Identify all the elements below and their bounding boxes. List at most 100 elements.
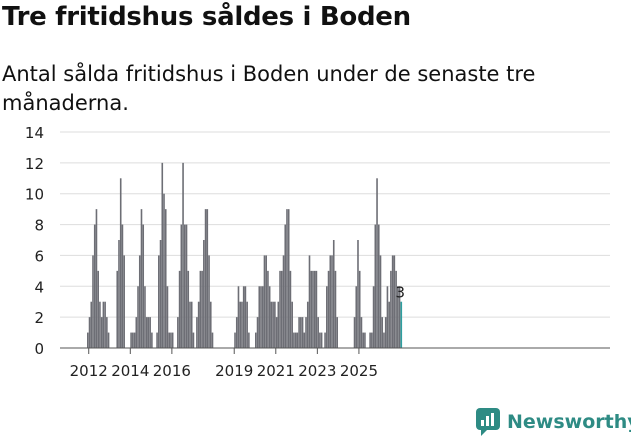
bar [270,301,273,348]
bar [123,255,125,348]
bar [360,317,363,348]
bar [119,178,122,348]
bar [159,240,162,348]
bar [381,317,384,348]
bar [196,317,198,348]
bar [187,270,190,348]
bar [185,224,188,348]
bar [239,301,242,348]
bar [272,301,274,348]
bar [336,317,339,348]
bar [130,332,132,348]
bar [301,317,304,348]
last-value-label: 3 [395,284,405,302]
bar [260,286,262,348]
bar [161,162,164,348]
bar [397,286,399,348]
bar [355,286,358,348]
bar [208,255,210,348]
bar [371,332,373,348]
y-axis-ticks: 0 2 4 6 8 10 12 14 [25,124,44,358]
bar [197,301,200,348]
bar [300,317,302,348]
bar [374,224,377,348]
bar [88,317,91,348]
bar [376,178,378,348]
y-tick-label: 8 [34,217,44,235]
bar [358,270,361,348]
bar [319,332,321,348]
bar [189,301,191,348]
brand-name: Newsworthy [507,411,631,433]
bar [384,317,387,348]
y-tick-label: 14 [25,124,44,142]
bar [209,301,212,348]
bar [140,209,143,348]
y-tick-label: 4 [34,278,44,296]
bar [261,286,264,348]
bar [137,286,139,348]
bar [282,255,285,348]
chart-title: Tre fritidshus såldes i Boden [2,2,411,32]
bar [144,286,146,348]
bar [206,209,209,348]
x-tick-label: 2014 [111,362,149,380]
bar [164,209,167,348]
bar [178,270,181,348]
bar [156,332,158,348]
bar [235,317,238,348]
bar [248,332,250,348]
bar [256,317,259,348]
bar [199,270,202,348]
bar [133,332,136,348]
bar [329,255,332,348]
bar [180,224,183,348]
bar [303,332,306,348]
x-tick-label: 2019 [215,362,253,380]
y-tick-label: 10 [25,186,44,204]
bar [203,240,205,348]
bar [121,224,124,348]
bar [145,317,148,348]
bar [275,317,278,348]
bar [296,332,299,348]
bar [313,270,316,348]
bar [286,209,288,348]
bar [147,317,150,348]
bar [99,301,101,348]
gridlines [60,131,610,318]
chart-subtitle: Antal sålda fritidshus i Boden under de … [2,62,536,115]
bar [280,270,283,348]
bar [92,255,94,348]
bar [166,286,169,348]
bar [182,162,184,348]
bar [234,332,236,348]
bar [357,240,359,348]
bar [118,240,120,348]
bar [255,332,257,348]
bar [242,286,245,348]
bar [289,270,292,348]
bar [102,301,105,348]
bar [372,286,375,348]
bar [104,301,106,348]
y-tick-label: 6 [34,247,44,265]
bar [100,317,103,348]
x-tick-label: 2012 [70,362,108,380]
bar [93,224,96,348]
bar [142,224,145,348]
bar [306,301,309,348]
bar [95,209,98,348]
bar [379,255,382,348]
bar [291,301,293,348]
bar [246,301,248,348]
bar [315,270,318,348]
bar [294,332,297,348]
bar [284,224,287,348]
bars [87,162,403,348]
bar [135,317,138,348]
bar [97,270,99,348]
bar [132,332,134,348]
bar [310,270,313,348]
bar [237,286,240,348]
